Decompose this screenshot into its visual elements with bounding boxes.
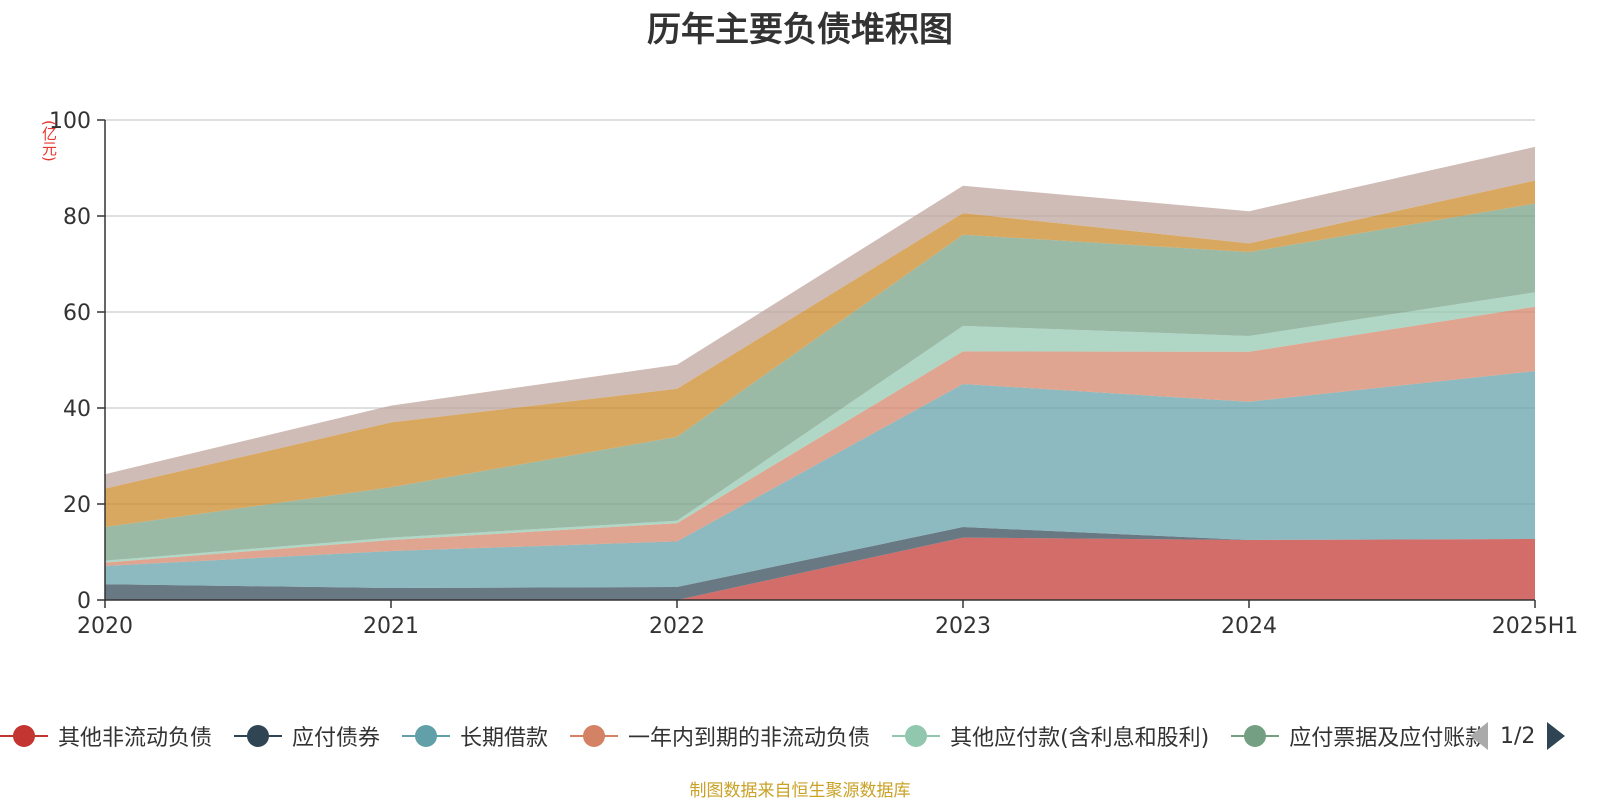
area-series-3 — [105, 306, 1535, 566]
legend: 其他非流动负债 应付债券 长期借款 一年内到期的非流动负债 其他应付款(含利息和股利) 应… — [0, 718, 1490, 754]
legend-marker-icon — [1231, 724, 1280, 748]
area-series-7 — [105, 146, 1535, 489]
y-tick-label: 0 — [77, 589, 91, 614]
x-tick-label: 2021 — [363, 614, 419, 639]
x-tick-label: 2025H1 — [1492, 614, 1579, 639]
axes: 0 20 40 60 80 100 2020 2021 2022 2023 2024 2025H1 — [49, 109, 1578, 639]
area-series-layer — [105, 146, 1535, 600]
x-tick-label: 2020 — [77, 614, 133, 639]
legend-marker-icon — [0, 724, 48, 748]
pager-prev-icon[interactable] — [1470, 722, 1488, 750]
y-tick-label: 80 — [63, 205, 91, 230]
legend-item[interactable]: 应付债券 — [234, 718, 380, 754]
x-tick-label: 2024 — [1221, 614, 1277, 639]
legend-item[interactable]: 其他非流动负债 — [0, 718, 212, 754]
area-series-4 — [105, 292, 1535, 563]
y-axis-unit-label: (亿元) — [40, 120, 58, 162]
y-tick-label: 40 — [63, 397, 91, 422]
pager-page-indicator: 1/2 — [1500, 723, 1536, 749]
legend-item[interactable]: 应付票据及应付账款 — [1231, 718, 1487, 754]
y-tick-label: 100 — [49, 109, 91, 134]
x-tick-label: 2022 — [649, 614, 705, 639]
legend-marker-icon — [402, 724, 451, 748]
area-series-6 — [105, 180, 1535, 527]
legend-item-label: 一年内到期的非流动负债 — [628, 726, 871, 751]
pager-next-icon[interactable] — [1547, 722, 1566, 750]
legend-item-label: 应付债券 — [292, 726, 381, 751]
y-tick-label: 20 — [63, 493, 91, 518]
legend-item-label: 其他非流动负债 — [58, 726, 213, 751]
area-series-5 — [105, 203, 1535, 561]
legend-item[interactable]: 其他应付款(含利息和股利) — [892, 718, 1209, 754]
x-tick-label: 2023 — [935, 614, 991, 639]
data-source-note: 制图数据来自恒生聚源数据库 — [689, 781, 911, 801]
area-series-2 — [105, 371, 1535, 588]
legend-item-label: 长期借款 — [460, 726, 549, 751]
legend-marker-icon — [570, 724, 619, 748]
legend-pager: 1/2 — [1470, 718, 1566, 754]
legend-item[interactable]: 长期借款 — [402, 718, 548, 754]
legend-item[interactable]: 一年内到期的非流动负债 — [570, 718, 870, 754]
y-tick-label: 60 — [63, 301, 91, 326]
chart-title: 历年主要负债堆积图 — [647, 10, 953, 50]
legend-marker-icon — [234, 724, 283, 748]
area-series-1 — [105, 527, 1535, 600]
legend-marker-icon — [892, 724, 941, 748]
legend-item-label: 应付票据及应付账款 — [1289, 726, 1488, 751]
legend-item-label: 其他应付款(含利息和股利) — [950, 726, 1210, 751]
